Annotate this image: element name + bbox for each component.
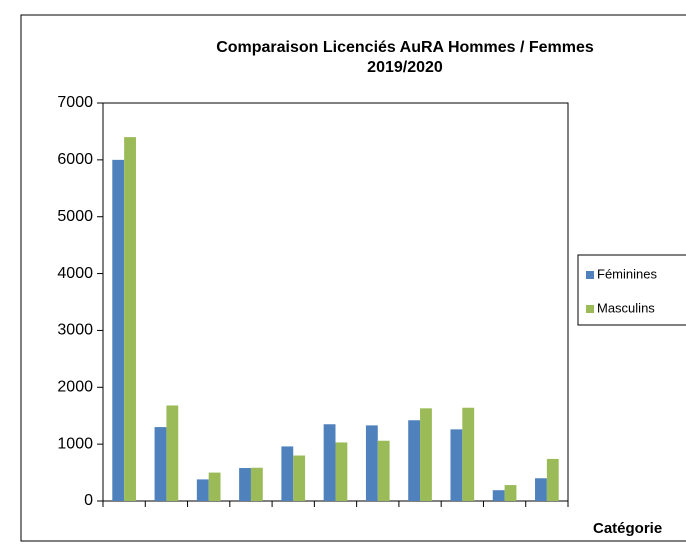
legend-swatch bbox=[586, 305, 594, 313]
bar bbox=[335, 442, 348, 501]
y-tick-label: 2000 bbox=[57, 379, 93, 396]
bar bbox=[420, 408, 432, 501]
bar bbox=[546, 458, 559, 501]
bar bbox=[492, 490, 505, 501]
legend-label: Féminines bbox=[597, 266, 657, 281]
bar bbox=[323, 424, 336, 501]
y-tick-label: 5000 bbox=[57, 208, 93, 225]
bar bbox=[124, 137, 136, 501]
chart-title: Comparaison Licenciés AuRA Hommes / Femm… bbox=[216, 39, 594, 56]
bar bbox=[250, 467, 263, 501]
y-tick-label: 1000 bbox=[57, 435, 93, 452]
y-tick-label: 0 bbox=[84, 492, 93, 509]
bar bbox=[208, 472, 221, 501]
y-tick-label: 4000 bbox=[57, 265, 93, 282]
legend-label: Masculins bbox=[597, 300, 655, 315]
bar bbox=[281, 446, 294, 501]
bar bbox=[408, 420, 421, 501]
legend bbox=[577, 254, 686, 326]
bar bbox=[365, 425, 378, 501]
bar bbox=[293, 455, 306, 501]
y-tick-label: 7000 bbox=[57, 94, 93, 111]
x-axis-label: Catégorie bbox=[593, 520, 662, 537]
bar bbox=[535, 478, 547, 501]
bar bbox=[154, 427, 167, 501]
bar bbox=[504, 485, 517, 501]
bar bbox=[462, 407, 475, 501]
bar bbox=[112, 159, 125, 501]
bar bbox=[166, 405, 179, 501]
legend-swatch bbox=[586, 271, 594, 279]
bar bbox=[377, 440, 390, 501]
bar bbox=[239, 468, 251, 501]
chart-title: 2019/2020 bbox=[367, 59, 443, 76]
bar bbox=[450, 429, 463, 501]
y-tick-label: 3000 bbox=[57, 322, 93, 339]
bar bbox=[196, 479, 209, 501]
y-tick-label: 6000 bbox=[57, 151, 93, 168]
